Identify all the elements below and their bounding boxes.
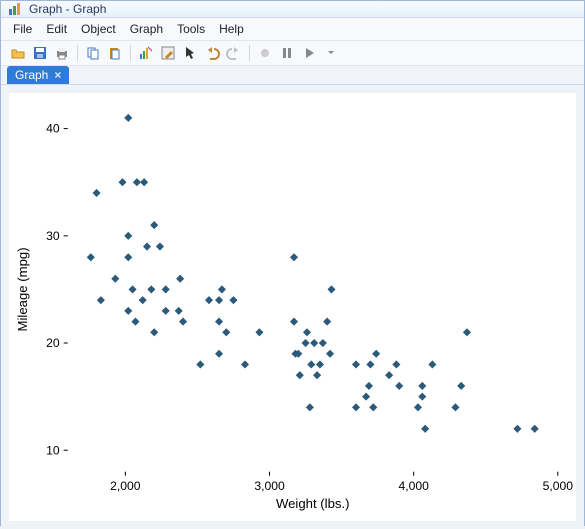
app-icon — [7, 1, 23, 17]
svg-text:Weight (lbs.): Weight (lbs.) — [276, 496, 350, 511]
menu-graph[interactable]: Graph — [130, 22, 163, 36]
toolbar — [1, 41, 584, 66]
open-icon[interactable] — [9, 44, 27, 62]
svg-text:3,000: 3,000 — [254, 479, 285, 493]
scatter-chart: 10 20 30 40 2,000 3,000 4,000 5,000 Mileage (mpg… — [9, 93, 576, 521]
undo-icon[interactable] — [203, 44, 221, 62]
chart-area: 10 20 30 40 2,000 3,000 4,000 5,000 Mileage (mpg… — [1, 85, 584, 529]
pause-icon[interactable] — [278, 44, 296, 62]
toolbar-separator — [130, 45, 131, 61]
print-icon[interactable] — [53, 44, 71, 62]
svg-text:Mileage (mpg): Mileage (mpg) — [15, 247, 30, 331]
svg-text:10: 10 — [46, 443, 60, 457]
redo-icon[interactable] — [225, 44, 243, 62]
tab-close-icon[interactable]: × — [54, 68, 61, 82]
toolbar-separator — [249, 45, 250, 61]
menu-edit[interactable]: Edit — [46, 22, 67, 36]
svg-text:2,000: 2,000 — [110, 479, 141, 493]
svg-text:4,000: 4,000 — [398, 479, 429, 493]
chart-card: 10 20 30 40 2,000 3,000 4,000 5,000 Mileage (mpg… — [9, 93, 576, 521]
record-icon[interactable] — [256, 44, 274, 62]
edit-properties-icon[interactable] — [159, 44, 177, 62]
window-title: Graph - Graph — [29, 2, 106, 16]
save-icon[interactable] — [31, 44, 49, 62]
copy-icon[interactable] — [84, 44, 102, 62]
pointer-icon[interactable] — [181, 44, 199, 62]
tab-label: Graph — [15, 68, 48, 82]
graph-edit-icon[interactable] — [137, 44, 155, 62]
svg-text:30: 30 — [46, 229, 60, 243]
menu-help[interactable]: Help — [219, 22, 244, 36]
play-icon[interactable] — [300, 44, 318, 62]
tab-graph[interactable]: Graph × — [7, 66, 69, 84]
menu-tools[interactable]: Tools — [177, 22, 205, 36]
svg-text:20: 20 — [46, 336, 60, 350]
tabbar: Graph × — [1, 66, 584, 85]
menu-object[interactable]: Object — [81, 22, 116, 36]
app-window: Graph - Graph File Edit Object Graph Too… — [0, 0, 585, 526]
menu-file[interactable]: File — [13, 22, 32, 36]
svg-text:40: 40 — [46, 122, 60, 136]
svg-text:5,000: 5,000 — [543, 479, 574, 493]
play-dropdown-icon[interactable] — [322, 44, 340, 62]
titlebar: Graph - Graph — [1, 1, 584, 18]
menubar: File Edit Object Graph Tools Help — [1, 18, 584, 41]
toolbar-separator — [77, 45, 78, 61]
paste-icon[interactable] — [106, 44, 124, 62]
